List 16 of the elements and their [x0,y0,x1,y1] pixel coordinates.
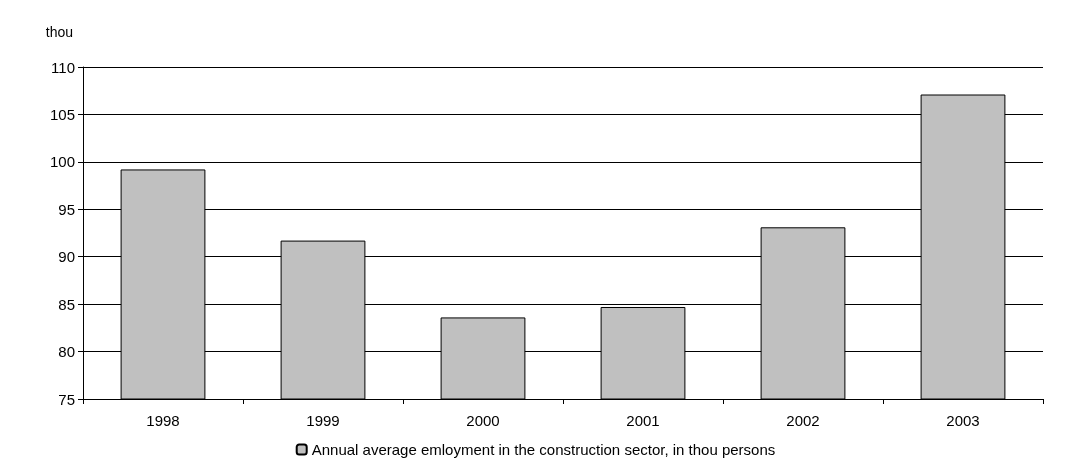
y-tick-label: 90 [58,248,75,266]
y-tick-label: 100 [49,153,75,171]
y-tick-label: 95 [58,200,75,218]
x-tick-label: 2002 [786,412,820,429]
y-tick-label: 110 [51,58,75,76]
x-tick-label: 2000 [466,412,500,429]
legend-label: Annual average emloyment in the construction sector, in thou persons [311,441,776,458]
x-tick-label: 2003 [946,412,980,429]
x-tick-label: 1999 [306,412,340,429]
y-tick-label: 85 [58,295,75,313]
y-axis-title: thou [45,24,73,40]
y-tick-label: 80 [58,343,75,361]
y-tick-label: 75 [58,390,75,408]
x-tick-label: 2001 [626,412,660,429]
y-tick-label: 105 [49,105,75,123]
x-tick-label: 1998 [146,412,180,429]
